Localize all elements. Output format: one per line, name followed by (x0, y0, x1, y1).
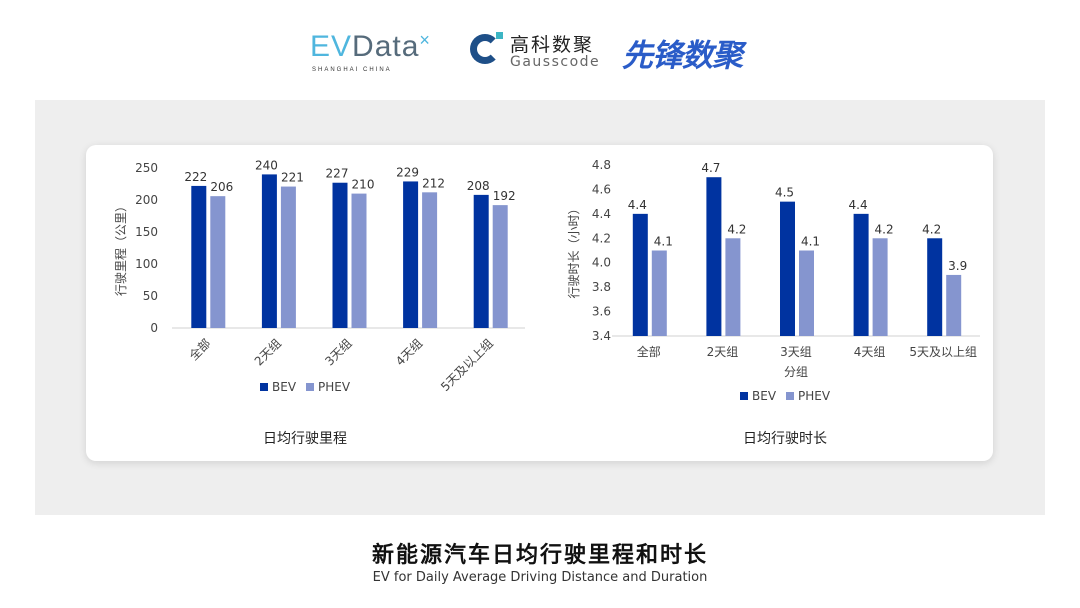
data-label: 4.2 (922, 222, 941, 236)
chart-card (86, 145, 993, 461)
bar-bev (332, 182, 348, 328)
data-label: 4.5 (775, 186, 794, 200)
y-tick-label: 4.0 (592, 256, 611, 270)
x-tick-label: 4天组 (854, 345, 886, 359)
y-tick-label: 4.6 (592, 182, 611, 196)
bar-phev (280, 186, 296, 328)
data-label: 4.4 (628, 198, 647, 212)
bar-phev (492, 205, 508, 328)
x-tick-label: 5天及以上组 (438, 336, 496, 394)
x-tick-label: 3天组 (322, 336, 354, 368)
data-label: 4.2 (727, 222, 746, 236)
bar-bev (403, 181, 419, 328)
bar-bev (780, 201, 795, 336)
bar-bev (191, 185, 207, 328)
data-label: 240 (255, 158, 278, 172)
y-tick-label: 0 (150, 321, 158, 335)
y-axis-title: 行驶时长（小时） (566, 202, 581, 298)
data-label: 4.4 (849, 198, 868, 212)
bar-phev (799, 250, 814, 336)
y-axis-title: 行驶里程（公里） (113, 200, 128, 296)
data-label: 229 (396, 165, 419, 179)
bar-bev (706, 177, 722, 336)
legend-label: PHEV (798, 389, 831, 403)
data-label: 227 (326, 167, 349, 181)
xianfeng-logo: 先锋数聚 (622, 38, 743, 74)
legend-label: PHEV (318, 380, 351, 394)
y-tick-label: 200 (135, 193, 158, 207)
page-subtitle: EV for Daily Average Driving Distance an… (372, 570, 708, 585)
page-title: 新能源汽车日均行驶里程和时长 (371, 543, 708, 568)
bar-phev (872, 238, 888, 336)
bar-bev (853, 213, 869, 336)
data-label: 208 (467, 179, 490, 193)
bar-phev (351, 193, 367, 328)
data-label: 4.1 (654, 235, 673, 249)
bar-phev (422, 192, 438, 328)
y-tick-label: 4.4 (592, 207, 611, 221)
y-tick-label: 4.2 (592, 231, 611, 245)
data-label: 206 (210, 180, 233, 194)
y-tick-label: 250 (135, 161, 158, 175)
x-tick-label: 3天组 (780, 345, 812, 359)
data-label: 4.7 (701, 161, 720, 175)
legend-swatch (786, 392, 794, 400)
data-label: 4.1 (801, 235, 820, 249)
y-tick-label: 100 (135, 257, 158, 271)
legend-label: BEV (752, 389, 777, 403)
chart-title: 日均行驶时长 (743, 431, 827, 447)
data-label: 221 (281, 171, 304, 185)
y-tick-label: 3.4 (592, 329, 611, 343)
bar-bev (927, 238, 943, 336)
chart-title: 日均行驶里程 (263, 431, 347, 447)
data-label: 222 (184, 170, 207, 184)
y-tick-label: 50 (143, 289, 158, 303)
legend-label: BEV (272, 380, 297, 394)
y-tick-label: 150 (135, 225, 158, 239)
x-axis-title: 分组 (784, 365, 808, 379)
data-label: 210 (352, 178, 375, 192)
bar-phev (946, 274, 962, 336)
logo-bar: EVData× SHANGHAI CHINA 高科数聚 Gausscode 先锋数聚 (310, 30, 743, 74)
legend-swatch (740, 392, 748, 400)
data-label: 212 (422, 176, 445, 190)
bar-phev (725, 238, 741, 336)
bar-bev (261, 174, 277, 328)
x-tick-label: 2天组 (707, 345, 739, 359)
x-tick-label: 2天组 (252, 336, 284, 368)
y-tick-label: 4.8 (592, 158, 611, 172)
data-label: 4.2 (875, 222, 894, 236)
bar-phev (210, 196, 226, 328)
bar-bev (632, 213, 648, 336)
data-label: 192 (493, 189, 516, 203)
evdata-logo: EVData× SHANGHAI CHINA (310, 30, 431, 73)
legend-swatch (306, 383, 314, 391)
bar-bev (473, 194, 489, 328)
y-tick-label: 3.8 (592, 280, 611, 294)
x-tick-label: 全部 (637, 344, 661, 359)
legend-swatch (260, 383, 268, 391)
x-tick-label: 全部 (186, 336, 214, 364)
x-tick-label: 4天组 (393, 336, 425, 368)
x-tick-label: 5天及以上组 (909, 345, 977, 359)
bar-phev (651, 250, 667, 336)
data-label: 3.9 (948, 259, 967, 273)
y-tick-label: 3.6 (592, 305, 611, 319)
